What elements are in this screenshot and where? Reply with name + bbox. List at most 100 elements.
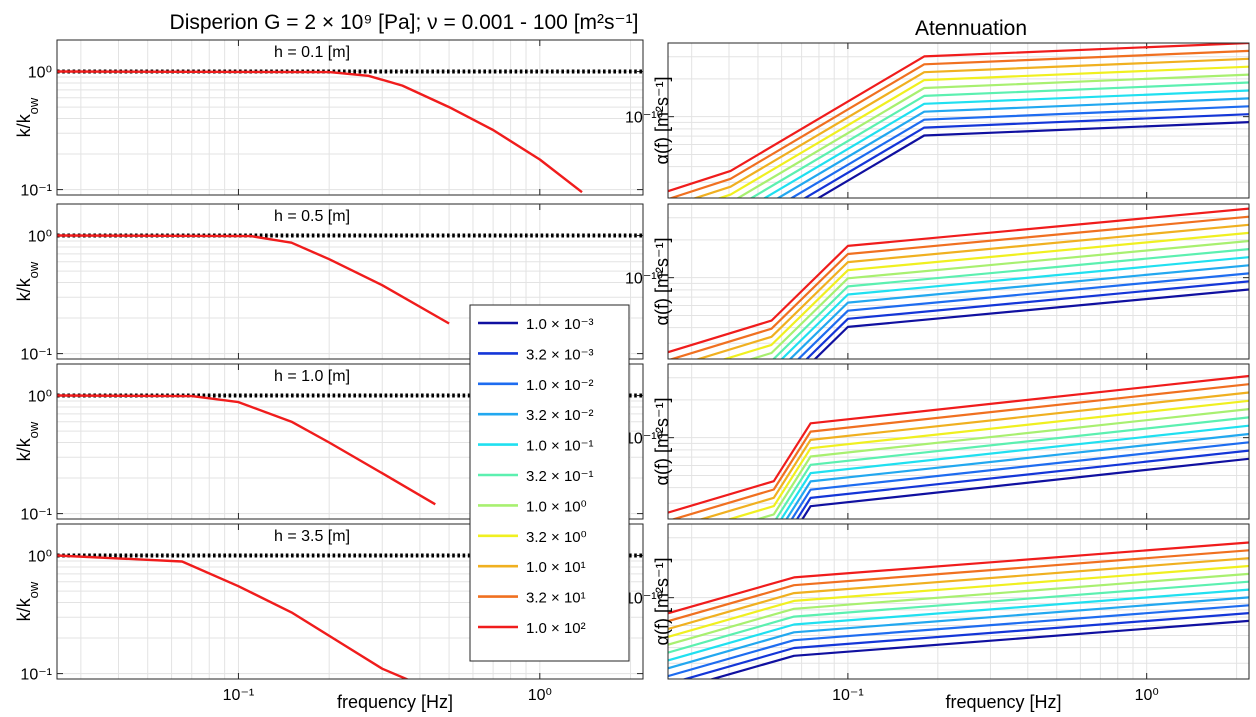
series-line-7 xyxy=(736,73,1249,198)
legend-label: 1.0 × 10⁰ xyxy=(526,498,587,515)
legend-item: 3.2 × 10⁻² xyxy=(478,407,594,424)
series-line-3 xyxy=(796,272,1249,359)
axis-ticks xyxy=(668,204,1249,359)
legend-item: 3.2 × 10⁰ xyxy=(478,529,587,546)
axes-frame xyxy=(667,203,1250,360)
panels: 10⁻¹ 10⁰ 10⁰ 10⁻¹ h = 0.1 [m] k/kow 10⁻¹ 10⁰ 10⁰… xyxy=(14,39,1250,712)
series-line-1 xyxy=(813,288,1249,359)
series-line-7 xyxy=(754,408,1249,519)
y-tick-label: 10⁻¹ xyxy=(20,507,52,524)
series-line-5 xyxy=(668,588,1249,662)
series-line xyxy=(57,554,410,679)
series-line-8 xyxy=(668,564,1249,638)
y-tick-label: 10⁰ xyxy=(28,389,52,406)
y-tick-label: 10⁻¹⁰ xyxy=(625,271,663,288)
series-line-8 xyxy=(721,231,1249,359)
legend: 1.0 × 10⁻³ 3.2 × 10⁻³ 1.0 × 10⁻² 3.2 × 10⁻²… xyxy=(469,304,630,662)
legend-label: 1.0 × 10⁻³ xyxy=(526,316,594,333)
x-tick-label: 10⁰ xyxy=(1135,687,1159,704)
series-line-10 xyxy=(668,215,1249,359)
x-tick-label: 10⁰ xyxy=(528,687,552,704)
series-group xyxy=(57,393,643,506)
series-line-5 xyxy=(780,424,1249,519)
plot-area xyxy=(57,40,643,195)
y-axis-label: α(f) [m²s⁻¹] xyxy=(652,238,672,326)
series-line-9 xyxy=(698,391,1249,519)
series-line-2 xyxy=(803,113,1249,198)
axes-frame xyxy=(56,523,644,680)
legend-label: 1.0 × 10² xyxy=(526,620,586,637)
y-tick-label: 10⁻¹ xyxy=(20,183,52,200)
axes-frame xyxy=(56,363,644,520)
series-line-8 xyxy=(726,399,1249,519)
series-line-6 xyxy=(772,248,1249,359)
legend-label: 1.0 × 10¹ xyxy=(526,559,586,576)
series-line-2 xyxy=(795,449,1249,519)
series-group xyxy=(668,43,1249,198)
series-line-3 xyxy=(789,105,1249,198)
left-figure-title: Disperion G = 2 × 10⁹ [Pa]; ν = 0.001 - … xyxy=(170,11,639,34)
series-line-10 xyxy=(668,49,1249,198)
panel-title: h = 0.5 [m] xyxy=(274,208,350,225)
series-line-6 xyxy=(668,580,1249,654)
y-axis-label: k/kow xyxy=(14,97,41,137)
legend-item: 1.0 × 10² xyxy=(478,620,586,637)
series-line-11 xyxy=(668,374,1249,514)
legend-item: 1.0 × 10⁻³ xyxy=(478,316,594,333)
series-line-6 xyxy=(749,81,1249,198)
legend-label: 3.2 × 10⁻² xyxy=(526,407,594,424)
axes-frame xyxy=(667,523,1250,680)
series-line-6 xyxy=(774,416,1249,519)
y-tick-label: 10⁻¹⁰ xyxy=(625,591,663,608)
legend-item: 3.2 × 10¹ xyxy=(478,590,586,607)
y-tick-label: 10⁰ xyxy=(28,229,52,246)
axis-ticks xyxy=(57,204,643,359)
series-line-11 xyxy=(668,207,1249,354)
y-axis-label: α(f) [m²s⁻¹] xyxy=(652,398,672,486)
series-line-9 xyxy=(692,57,1249,198)
series-line xyxy=(57,70,583,194)
legend-item: 3.2 × 10⁻¹ xyxy=(478,468,594,485)
series-line-1 xyxy=(801,457,1249,519)
x-tick-label: 10⁻¹ xyxy=(832,687,864,704)
series-line-7 xyxy=(668,572,1249,646)
panel-title: h = 3.5 [m] xyxy=(274,528,350,545)
legend-item: 3.2 × 10⁻³ xyxy=(478,346,594,363)
legend-label: 3.2 × 10⁻¹ xyxy=(526,468,594,485)
plot-area xyxy=(668,524,1249,679)
y-axis-label: k/kow xyxy=(14,261,41,301)
x-axis-label: frequency [Hz] xyxy=(337,692,453,712)
axis-ticks xyxy=(668,364,1249,519)
series-line-9 xyxy=(668,557,1249,631)
series-group xyxy=(668,374,1249,519)
series-line-9 xyxy=(695,223,1249,359)
x-axis-label: frequency [Hz] xyxy=(945,692,1061,712)
legend-item: 1.0 × 10⁻¹ xyxy=(478,438,594,455)
legend-label: 1.0 × 10⁻² xyxy=(526,377,594,394)
series-group xyxy=(57,233,643,325)
series-group xyxy=(668,207,1249,359)
series-line-5 xyxy=(762,89,1249,198)
series-line xyxy=(57,234,450,325)
legend-label: 3.2 × 10¹ xyxy=(526,590,586,607)
series-line-4 xyxy=(785,432,1249,519)
series-line-11 xyxy=(668,541,1249,615)
chart-panel-8: 10⁻¹ 10⁰ 10⁻¹⁰α(f) [m²s⁻¹] frequency [Hz] xyxy=(625,523,1250,712)
series-group xyxy=(57,553,643,679)
series-line-4 xyxy=(668,596,1249,670)
legend-label: 1.0 × 10⁻¹ xyxy=(526,438,594,455)
y-tick-label: 10⁰ xyxy=(28,65,52,82)
right-figure-title: Atennuation xyxy=(915,17,1027,40)
series-group xyxy=(668,541,1249,679)
x-tick-label: 10⁻¹ xyxy=(223,687,255,704)
series-line-4 xyxy=(788,264,1249,359)
legend-label: 3.2 × 10⁻³ xyxy=(526,346,594,363)
series-line-2 xyxy=(681,612,1249,679)
legend-box xyxy=(469,304,630,662)
y-tick-label: 10⁻¹ xyxy=(20,347,52,364)
axes-frame xyxy=(56,203,644,360)
series-line-4 xyxy=(776,97,1249,198)
